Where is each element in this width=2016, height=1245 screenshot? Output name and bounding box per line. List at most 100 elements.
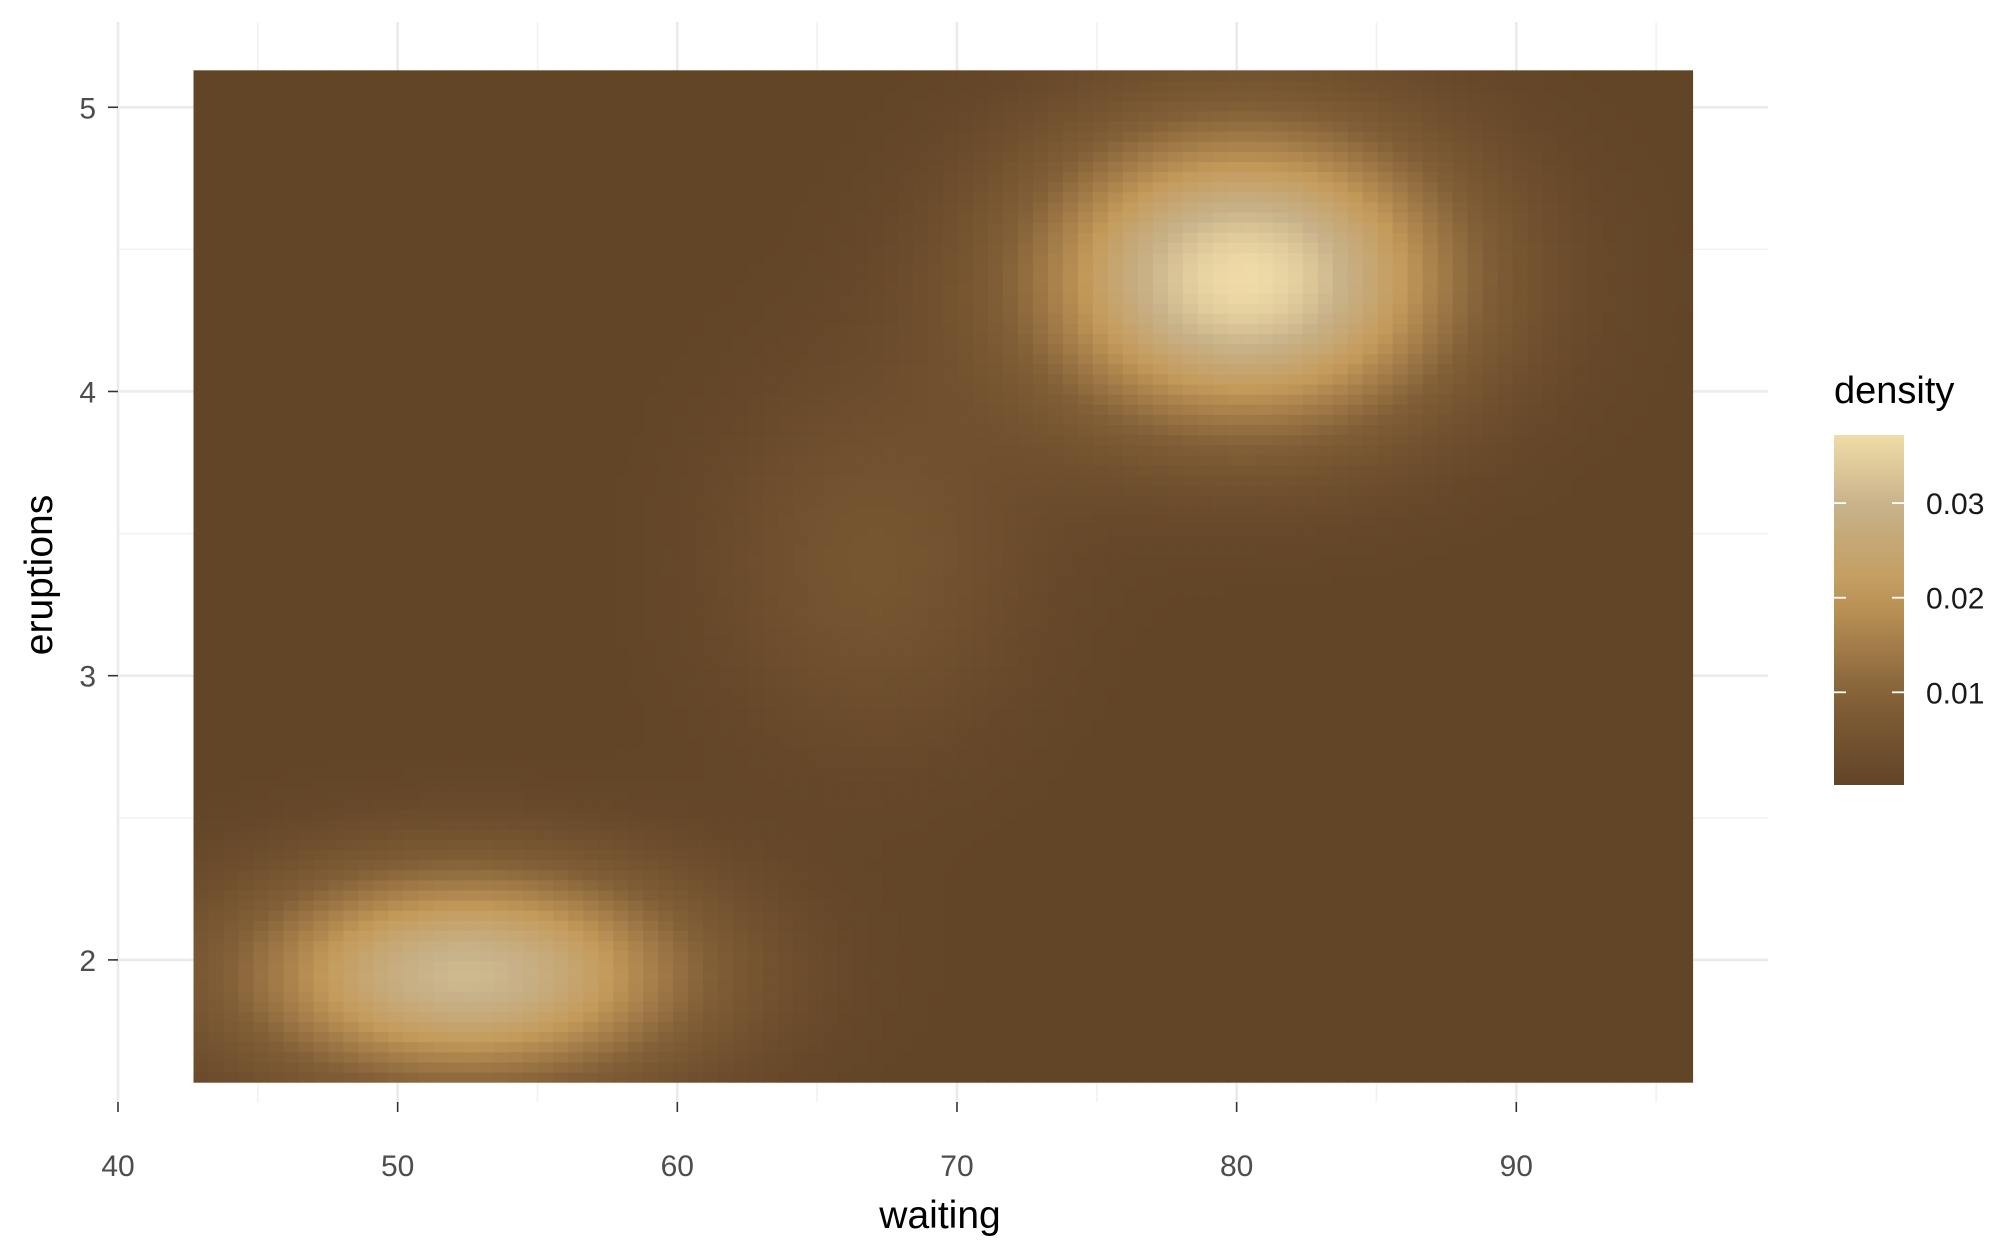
heatmap-cell bbox=[328, 748, 345, 759]
heatmap-cell bbox=[838, 1031, 854, 1043]
heatmap-cell bbox=[358, 576, 374, 587]
heatmap-cell bbox=[493, 889, 509, 901]
heatmap-cell bbox=[658, 1001, 674, 1012]
heatmap-cell bbox=[253, 70, 270, 82]
heatmap-cell bbox=[733, 495, 749, 506]
heatmap-cell bbox=[298, 272, 315, 284]
heatmap-cell bbox=[583, 788, 599, 800]
heatmap-cell bbox=[268, 768, 285, 780]
heatmap-cell bbox=[778, 798, 794, 810]
heatmap-cell bbox=[703, 960, 719, 972]
heatmap-cell bbox=[403, 414, 419, 426]
heatmap-cell bbox=[763, 596, 779, 608]
heatmap-cell bbox=[718, 191, 734, 203]
heatmap-cell bbox=[283, 454, 300, 466]
heatmap-cell bbox=[433, 323, 449, 334]
heatmap-cell bbox=[898, 80, 914, 92]
heatmap-cell bbox=[778, 242, 794, 254]
heatmap-cell bbox=[658, 636, 674, 648]
heatmap-cell bbox=[793, 798, 809, 810]
heatmap-cell bbox=[598, 222, 614, 233]
heatmap-cell bbox=[523, 677, 539, 689]
heatmap-cell bbox=[898, 353, 914, 365]
heatmap-cell bbox=[793, 1061, 809, 1073]
heatmap-cell bbox=[793, 545, 809, 557]
heatmap-cell bbox=[688, 414, 704, 426]
heatmap-cell bbox=[598, 181, 614, 193]
heatmap-cell bbox=[238, 454, 255, 466]
heatmap-cell bbox=[388, 363, 404, 375]
heatmap-cell bbox=[838, 849, 854, 861]
heatmap-cell bbox=[763, 768, 779, 780]
heatmap-cell bbox=[388, 475, 404, 486]
heatmap-cell bbox=[718, 343, 734, 355]
heatmap-cell bbox=[478, 566, 494, 577]
heatmap-cell bbox=[223, 424, 240, 436]
heatmap-cell bbox=[358, 434, 374, 446]
heatmap-cell bbox=[328, 475, 345, 486]
heatmap-cell bbox=[838, 839, 854, 850]
heatmap-cell bbox=[448, 394, 464, 405]
heatmap-cell bbox=[253, 211, 270, 223]
heatmap-cell bbox=[553, 211, 569, 223]
heatmap-cell bbox=[883, 839, 899, 850]
heatmap-cell bbox=[418, 151, 434, 162]
heatmap-cell bbox=[553, 333, 569, 345]
heatmap-cell bbox=[463, 555, 479, 567]
heatmap-cell bbox=[238, 323, 255, 334]
heatmap-cell bbox=[868, 495, 884, 506]
heatmap-cell bbox=[223, 839, 240, 850]
heatmap-cell bbox=[883, 505, 899, 517]
heatmap-cell bbox=[343, 211, 359, 223]
heatmap-cell bbox=[568, 262, 584, 274]
heatmap-cell bbox=[268, 394, 285, 405]
heatmap-cell bbox=[463, 798, 479, 810]
heatmap-cell bbox=[568, 171, 584, 183]
heatmap-cell bbox=[193, 525, 210, 537]
heatmap-cell bbox=[463, 323, 479, 334]
heatmap-cell bbox=[313, 343, 330, 355]
heatmap-cell bbox=[343, 778, 359, 790]
heatmap-cell bbox=[508, 859, 524, 871]
heatmap-cell bbox=[628, 80, 644, 92]
heatmap-cell bbox=[778, 596, 794, 608]
heatmap-cell bbox=[478, 424, 494, 436]
heatmap-cell bbox=[553, 394, 569, 405]
heatmap-cell bbox=[193, 242, 210, 254]
heatmap-cell bbox=[373, 808, 389, 820]
heatmap-cell bbox=[193, 201, 210, 213]
heatmap-cell bbox=[928, 495, 944, 506]
heatmap-cell bbox=[898, 363, 914, 375]
heatmap-cell bbox=[838, 394, 854, 405]
heatmap-cell bbox=[733, 181, 749, 193]
heatmap-cell bbox=[448, 252, 464, 264]
heatmap-cell bbox=[703, 394, 719, 405]
heatmap-cell bbox=[733, 940, 749, 952]
heatmap-cell bbox=[328, 211, 345, 223]
heatmap-cell bbox=[778, 181, 794, 193]
heatmap-cell bbox=[478, 171, 494, 183]
heatmap-cell bbox=[658, 1051, 674, 1063]
heatmap-cell bbox=[433, 191, 449, 203]
heatmap-cell bbox=[223, 1061, 240, 1073]
heatmap-cell bbox=[403, 758, 419, 770]
heatmap-cell bbox=[463, 879, 479, 891]
heatmap-cell bbox=[238, 677, 255, 689]
heatmap-cell bbox=[523, 151, 539, 162]
heatmap-cell bbox=[238, 960, 255, 972]
heatmap-cell bbox=[883, 211, 899, 223]
heatmap-cell bbox=[268, 100, 285, 112]
heatmap-cell bbox=[838, 323, 854, 334]
heatmap-cell bbox=[913, 586, 929, 598]
heatmap-cell bbox=[718, 849, 734, 861]
heatmap-cell bbox=[268, 748, 285, 759]
heatmap-cell bbox=[598, 697, 614, 709]
heatmap-cell bbox=[568, 768, 584, 780]
heatmap-cell bbox=[343, 940, 359, 952]
heatmap-cell bbox=[658, 738, 674, 749]
heatmap-cell bbox=[298, 323, 315, 334]
heatmap-cell bbox=[283, 1041, 300, 1053]
heatmap-cell bbox=[658, 70, 674, 82]
heatmap-cell bbox=[373, 788, 389, 800]
heatmap-cell bbox=[688, 859, 704, 871]
